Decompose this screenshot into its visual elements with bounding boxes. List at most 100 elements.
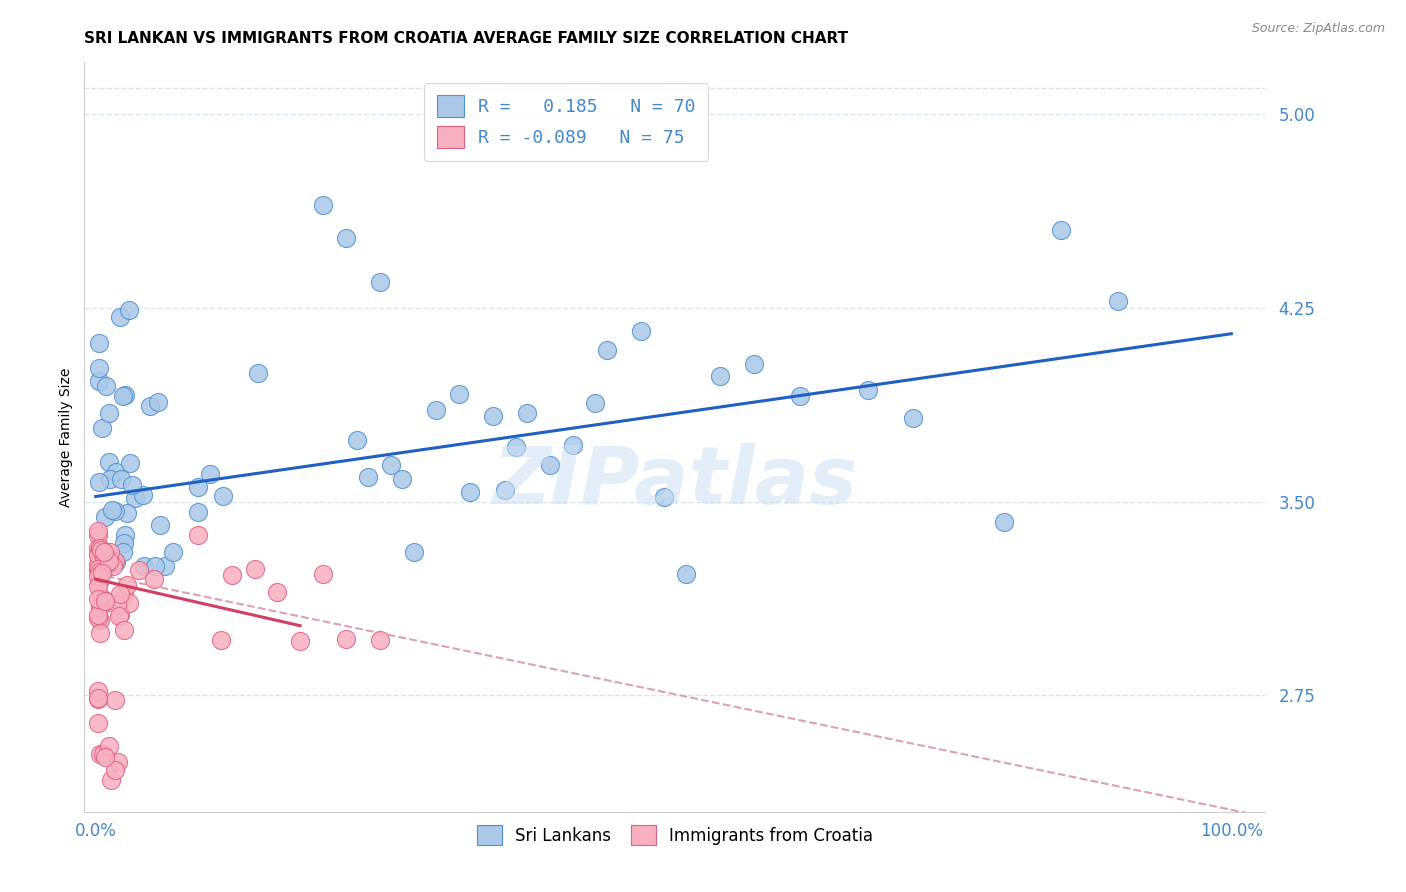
Point — [357, 470, 380, 484]
Point — [107, 755, 129, 769]
Point — [118, 596, 141, 610]
Point — [380, 458, 402, 472]
Point — [108, 608, 131, 623]
Point — [494, 483, 516, 498]
Point — [91, 591, 114, 605]
Point — [104, 554, 127, 568]
Text: ZIPatlas: ZIPatlas — [492, 443, 858, 521]
Point — [391, 472, 413, 486]
Point — [346, 433, 368, 447]
Point — [368, 632, 391, 647]
Point — [449, 386, 471, 401]
Point — [209, 632, 232, 647]
Point — [87, 574, 110, 589]
Point — [146, 395, 169, 409]
Point — [94, 594, 117, 608]
Point — [1050, 222, 1073, 236]
Point — [94, 749, 117, 764]
Point — [94, 379, 117, 393]
Point — [368, 275, 391, 289]
Point — [903, 410, 925, 425]
Point — [121, 478, 143, 492]
Point — [143, 559, 166, 574]
Point — [87, 475, 111, 489]
Point — [247, 366, 270, 380]
Text: Source: ZipAtlas.com: Source: ZipAtlas.com — [1251, 22, 1385, 36]
Point — [89, 541, 111, 555]
Point — [87, 691, 110, 706]
Point — [93, 560, 115, 574]
Point — [1107, 293, 1129, 308]
Point — [105, 465, 128, 479]
Point — [91, 566, 114, 580]
Point — [87, 579, 110, 593]
Point — [87, 569, 110, 583]
Point — [93, 545, 115, 559]
Point — [538, 458, 561, 472]
Point — [87, 591, 110, 606]
Point — [652, 490, 675, 504]
Point — [153, 559, 176, 574]
Point — [98, 545, 121, 559]
Point — [110, 310, 132, 325]
Point — [675, 567, 697, 582]
Point — [744, 357, 766, 371]
Point — [288, 634, 311, 648]
Point — [98, 406, 121, 420]
Point — [142, 573, 165, 587]
Point — [266, 585, 288, 599]
Point — [212, 489, 235, 503]
Point — [112, 545, 135, 559]
Point — [90, 543, 112, 558]
Point — [89, 600, 111, 615]
Point — [97, 554, 120, 568]
Point — [117, 302, 139, 317]
Point — [132, 488, 155, 502]
Point — [402, 545, 425, 559]
Point — [101, 559, 124, 574]
Point — [94, 509, 117, 524]
Point — [104, 504, 127, 518]
Point — [91, 548, 114, 562]
Point — [87, 336, 111, 351]
Y-axis label: Average Family Size: Average Family Size — [59, 368, 73, 507]
Point — [91, 747, 114, 761]
Point — [90, 597, 112, 611]
Text: SRI LANKAN VS IMMIGRANTS FROM CROATIA AVERAGE FAMILY SIZE CORRELATION CHART: SRI LANKAN VS IMMIGRANTS FROM CROATIA AV… — [84, 31, 848, 46]
Point — [139, 399, 162, 413]
Point — [149, 517, 172, 532]
Point — [312, 566, 335, 581]
Point — [87, 558, 110, 572]
Point — [89, 565, 111, 579]
Point — [111, 389, 134, 403]
Legend: Sri Lankans, Immigrants from Croatia: Sri Lankans, Immigrants from Croatia — [470, 819, 880, 852]
Point — [124, 491, 146, 506]
Point — [312, 197, 335, 211]
Point — [561, 438, 583, 452]
Point — [96, 594, 118, 608]
Point — [596, 343, 619, 357]
Point — [87, 611, 110, 625]
Point — [187, 528, 209, 542]
Point — [516, 406, 538, 420]
Point — [98, 455, 121, 469]
Point — [89, 613, 111, 627]
Point — [103, 693, 125, 707]
Point — [87, 528, 110, 542]
Point — [117, 506, 139, 520]
Point — [100, 772, 122, 787]
Point — [87, 715, 110, 730]
Point — [104, 763, 127, 777]
Point — [482, 409, 505, 423]
Point — [87, 562, 110, 576]
Point — [114, 536, 136, 550]
Point — [335, 231, 357, 245]
Point — [112, 623, 135, 637]
Point — [110, 607, 132, 621]
Point — [87, 361, 111, 376]
Point — [198, 467, 221, 482]
Point — [335, 632, 357, 647]
Point — [221, 568, 243, 582]
Point — [243, 562, 266, 576]
Point — [87, 524, 110, 539]
